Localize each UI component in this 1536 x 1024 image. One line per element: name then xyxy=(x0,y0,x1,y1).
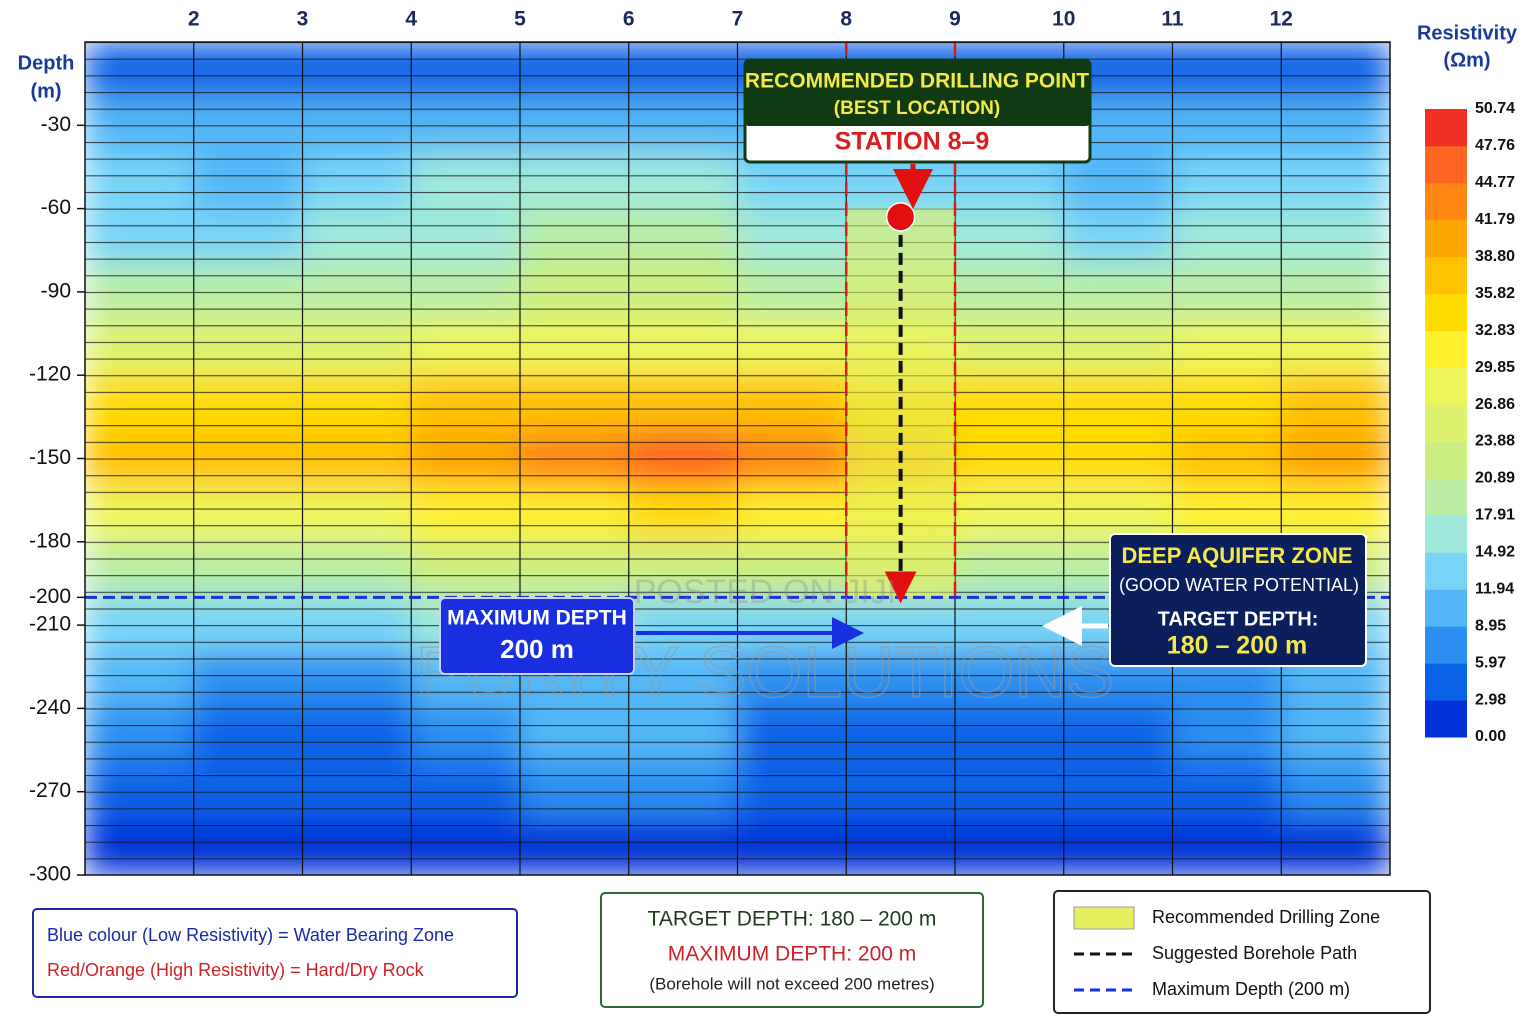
y-tick-label: -90 xyxy=(41,279,71,302)
colorbar-tick-label: 8.95 xyxy=(1475,617,1506,634)
legend-box xyxy=(1053,890,1431,1014)
colorbar-tick-label: 26.86 xyxy=(1475,396,1515,413)
x-tick-label: 3 xyxy=(297,8,309,31)
note-text: Red/Orange (High Resistivity) = Hard/Dry… xyxy=(47,960,425,980)
colorbar-band xyxy=(1425,145,1467,184)
y-tick-label: -300 xyxy=(29,863,71,886)
colorbar-band xyxy=(1425,589,1467,627)
colorbar-band xyxy=(1425,552,1467,590)
x-tick-label: 6 xyxy=(623,8,635,31)
colorbar-title: Resistivity xyxy=(1417,22,1518,44)
y-tick-label: -200 xyxy=(29,585,71,608)
colorbar-tick-label: 50.74 xyxy=(1475,100,1515,117)
colorbar-tick-label: 29.85 xyxy=(1475,359,1515,376)
drilling-point xyxy=(885,202,916,232)
colorbar-tick-label: 38.80 xyxy=(1475,248,1515,265)
y-tick-label: -210 xyxy=(29,613,71,636)
y-tick-label: -30 xyxy=(41,113,71,136)
x-tick-label: 12 xyxy=(1270,8,1293,31)
colorbar-tick-label: 17.91 xyxy=(1475,507,1515,524)
callout-box xyxy=(439,597,635,675)
callout-title: RECOMMENDED DRILLING POINT xyxy=(745,70,1089,93)
callout-header xyxy=(745,60,1090,126)
x-tick-label: 10 xyxy=(1052,8,1075,31)
legend-label: Maximum Depth (200 m) xyxy=(1152,979,1350,999)
colorbar-band xyxy=(1425,626,1467,664)
colorbar-band xyxy=(1425,182,1467,221)
y-axis-label: Depth xyxy=(18,52,75,74)
x-tick-label: 11 xyxy=(1161,8,1184,31)
colorbar-title: (Ωm) xyxy=(1443,49,1490,71)
callout-value: 200 m xyxy=(500,634,574,664)
y-tick-label: -240 xyxy=(29,696,71,719)
overlay xyxy=(85,42,1390,875)
y-tick-label: -60 xyxy=(41,196,71,219)
note-text: MAXIMUM DEPTH: 200 m xyxy=(668,943,917,966)
y-tick-label: -120 xyxy=(29,363,71,386)
y-axis-label: (m) xyxy=(30,80,61,102)
x-tick-label: 9 xyxy=(949,8,961,31)
colorbar-band xyxy=(1425,256,1467,295)
colorbar-tick-label: 35.82 xyxy=(1475,285,1515,302)
colorbar-band xyxy=(1425,293,1467,332)
x-tick-label: 8 xyxy=(840,8,852,31)
colorbar-band xyxy=(1425,478,1467,516)
note-text: (Borehole will not exceed 200 metres) xyxy=(649,974,934,993)
colorbar-band xyxy=(1425,109,1467,147)
colorbar-band xyxy=(1425,219,1467,258)
colorbar-tick-label: 14.92 xyxy=(1475,544,1515,561)
legend-label: Suggested Borehole Path xyxy=(1152,943,1357,963)
legend-swatch xyxy=(1073,906,1135,930)
y-tick-label: -150 xyxy=(29,446,71,469)
x-tick-label: 2 xyxy=(188,8,200,31)
colorbar-band xyxy=(1425,515,1467,553)
colorbar-tick-label: 44.77 xyxy=(1475,174,1515,191)
colorbar-band xyxy=(1425,441,1467,479)
callout-title: DEEP AQUIFER ZONE xyxy=(1121,543,1352,568)
callout-subtitle: (GOOD WATER POTENTIAL) xyxy=(1119,575,1359,595)
colorbar-tick-label: 0.00 xyxy=(1475,728,1506,745)
x-tick-label: 4 xyxy=(405,8,417,31)
y-tick-label: -270 xyxy=(29,779,71,802)
note-text: Blue colour (Low Resistivity) = Water Be… xyxy=(47,925,454,945)
callout-station: STATION 8–9 xyxy=(835,128,990,156)
watermark: POSTED ON JIJI xyxy=(634,573,897,611)
callout-title: MAXIMUM DEPTH xyxy=(447,607,627,630)
colorbar-tick-label: 23.88 xyxy=(1475,433,1515,450)
colorbar-band xyxy=(1425,663,1467,701)
note-box xyxy=(32,908,518,998)
colorbar-tick-label: 5.97 xyxy=(1475,654,1506,671)
callout-subtitle: (BEST LOCATION) xyxy=(834,98,1000,119)
note-text: TARGET DEPTH: 180 – 200 m xyxy=(648,908,937,931)
colorbar-tick-label: 20.89 xyxy=(1475,470,1515,487)
colorbar-tick-label: 47.76 xyxy=(1475,137,1515,154)
colorbar-tick-label: 32.83 xyxy=(1475,322,1515,339)
colorbar-band xyxy=(1425,404,1467,442)
callout-box xyxy=(1109,533,1367,667)
legend-label: Recommended Drilling Zone xyxy=(1152,907,1380,927)
colorbar-tick-label: 11.94 xyxy=(1475,580,1514,597)
colorbar-band xyxy=(1425,330,1467,369)
note-box xyxy=(600,892,984,1008)
colorbar-tick-label: 41.79 xyxy=(1475,211,1515,228)
callout-label: TARGET DEPTH: xyxy=(1158,608,1319,630)
colorbar-band xyxy=(1425,367,1467,406)
callout-value: 180 – 200 m xyxy=(1167,632,1307,660)
colorbar-band xyxy=(1425,700,1467,738)
y-tick-label: -180 xyxy=(29,529,71,552)
x-tick-label: 7 xyxy=(732,8,744,31)
x-tick-label: 5 xyxy=(514,8,526,31)
colorbar-tick-label: 2.98 xyxy=(1475,691,1506,708)
